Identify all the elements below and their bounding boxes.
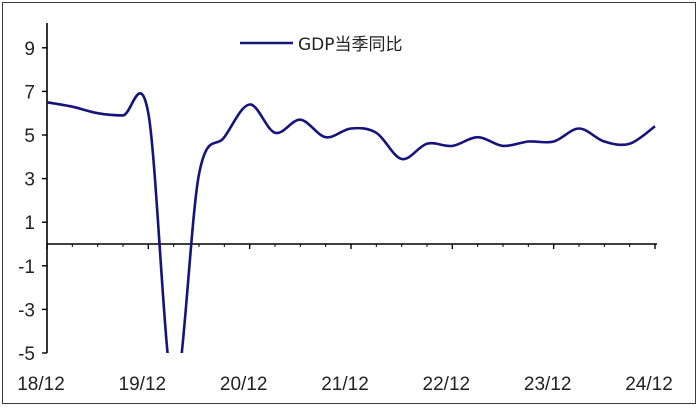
y-tick-label: -5 [18, 344, 35, 365]
x-tick-label: 21/12 [321, 374, 369, 395]
x-tick-label: 18/12 [17, 374, 65, 395]
gdp-series-line [47, 92, 656, 353]
y-tick-label: 5 [24, 126, 35, 147]
y-tick-label: 1 [24, 213, 35, 234]
gdp-line-chart: 9 7 5 3 1 -1 -3 -5 18/12 19/12 20/12 21/12 22/12 23/1… [17, 23, 673, 395]
y-tick-label: -3 [18, 300, 35, 321]
chart-frame: 9 7 5 3 1 -1 -3 -5 18/12 19/12 20/12 21/12 22/12 23/1… [2, 2, 696, 404]
legend-label: GDP当季同比 [298, 35, 403, 55]
x-tick-label: 19/12 [119, 374, 167, 395]
x-tick-label: 20/12 [220, 374, 268, 395]
x-tick-label: 24/12 [625, 374, 673, 395]
y-tick-label: 9 [24, 39, 35, 60]
y-tick-label: 3 [24, 170, 35, 191]
x-tick-label: 22/12 [423, 374, 471, 395]
y-tick-label: -1 [18, 257, 35, 278]
y-tick-label: 7 [24, 82, 35, 103]
x-tick-label: 23/12 [524, 374, 572, 395]
